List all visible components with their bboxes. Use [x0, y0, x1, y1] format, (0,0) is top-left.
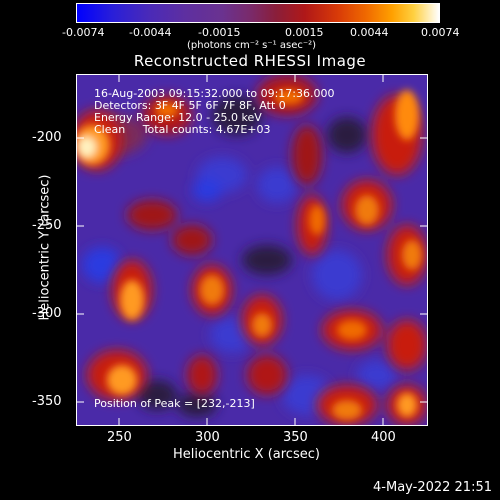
- info-detectors: Detectors: 3F 4F 5F 6F 7F 8F, Att 0: [94, 99, 286, 112]
- peak-position: Position of Peak = [232,-213]: [94, 397, 255, 410]
- colorbar-tick: -0.0015: [198, 26, 241, 39]
- info-energy: Energy Range: 12.0 - 25.0 keV: [94, 111, 262, 124]
- x-tick-label: 400: [371, 430, 396, 445]
- y-tick-label: -350: [32, 394, 62, 409]
- x-tick-label: 350: [283, 430, 308, 445]
- colorbar-tick: 0.0015: [285, 26, 324, 39]
- y-tick-label: -200: [32, 130, 62, 145]
- rhessi-image-svg: [77, 75, 427, 425]
- colorbar: [76, 3, 440, 23]
- info-time-range: 16-Aug-2003 09:15:32.000 to 09:17:36.000: [94, 87, 335, 100]
- map-ticks: [77, 75, 427, 425]
- plot-timestamp: 4-May-2022 21:51: [373, 480, 492, 495]
- image-title: Reconstructed RHESSI Image: [133, 52, 367, 70]
- colorbar-tick: 0.0074: [421, 26, 460, 39]
- colorbar-unit: (photons cm⁻² s⁻¹ asec⁻²): [187, 40, 317, 51]
- x-axis-title: Heliocentric X (arcsec): [173, 447, 320, 462]
- y-axis-title: Heliocentric Y (arcsec): [37, 174, 53, 321]
- x-tick-label: 250: [107, 430, 132, 445]
- y-tick-label: -300: [32, 306, 62, 321]
- colorbar-tick: -0.0044: [129, 26, 172, 39]
- colorbar-tick: 0.0044: [350, 26, 389, 39]
- x-tick-label: 300: [195, 430, 220, 445]
- rhessi-image-map: [76, 74, 428, 426]
- y-tick-label: -250: [32, 218, 62, 233]
- colorbar-tick: -0.0074: [62, 26, 105, 39]
- info-counts: Clean Total counts: 4.67E+03: [94, 123, 271, 136]
- emission-bright-regions: [77, 89, 422, 420]
